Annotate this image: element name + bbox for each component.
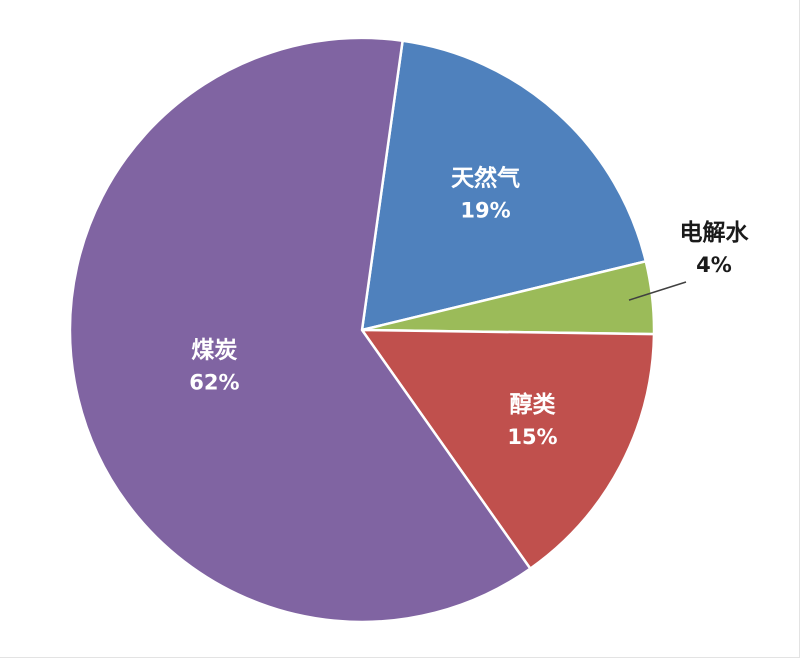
pie-slice-2 bbox=[360, 328, 656, 570]
pie-slice-3 bbox=[68, 36, 532, 624]
slice-label: 天然气 19% bbox=[451, 165, 520, 223]
pie-slice-0 bbox=[360, 39, 648, 332]
leader-line bbox=[628, 281, 687, 301]
slice-label: 电解水 4% bbox=[680, 219, 750, 277]
slice-label: 醇类 15% bbox=[507, 391, 557, 449]
slice-label: 煤炭 62% bbox=[189, 338, 239, 395]
